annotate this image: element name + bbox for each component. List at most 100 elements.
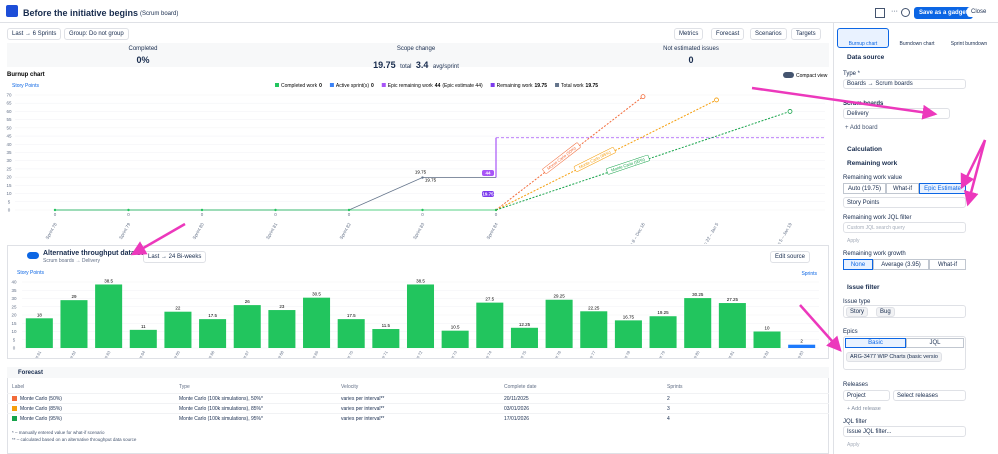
more-icon[interactable]: ··· [891, 8, 898, 15]
throughput-source: Scrum boards → Delivery [43, 258, 100, 264]
chip[interactable]: Bug [876, 307, 895, 317]
x-tick-label: Sprint 82 [339, 222, 353, 241]
board-type: (Scrum board) [140, 11, 179, 17]
tab-label[interactable]: Sprint burndown [950, 41, 988, 47]
forecast-menu[interactable]: Forecast [711, 28, 745, 40]
multiselect[interactable] [843, 305, 966, 318]
save-button[interactable]: Save as a gadget [914, 7, 973, 19]
cell: 03/01/2026 [504, 406, 530, 412]
legend-swatch [555, 83, 560, 87]
page-title: Before the initiative begins [23, 8, 139, 18]
toggle[interactable] [783, 72, 794, 78]
column-header: Complete date [504, 384, 537, 390]
cell: varies per interval** [341, 416, 385, 422]
field-label: Scrum boards [843, 101, 884, 107]
chip[interactable]: ARG-3477 WIP Charts (basic versio [846, 352, 942, 362]
option[interactable]: What-if [929, 259, 966, 270]
tab-label[interactable]: Burndown chart [899, 41, 935, 47]
section[interactable]: Remaining work [847, 160, 898, 167]
section[interactable]: Calculation [847, 146, 883, 153]
legend-name: Total work [561, 83, 584, 89]
bar [718, 303, 746, 348]
cell: Monte Carlo (100k simulations), 95%* [179, 416, 263, 422]
option[interactable]: What-if [886, 183, 919, 194]
y-tick-label: 0 [13, 346, 16, 351]
select[interactable]: Project [843, 390, 890, 401]
axis-label: Story Points [12, 83, 39, 89]
legend-value: 44 [435, 83, 441, 89]
cell: 20/11/2025 [504, 396, 529, 402]
divider [0, 22, 998, 23]
y-tick-label: 15 [11, 321, 17, 326]
option[interactable]: Basic [845, 338, 906, 348]
option[interactable]: None [843, 259, 873, 270]
data-label: 10.5 [451, 325, 460, 330]
x-tick-label: Dec 22 – Jan 5 [700, 222, 720, 244]
tab[interactable] [837, 28, 889, 48]
cell: Monte Carlo (85%) [20, 406, 62, 412]
edit-source[interactable]: Edit source [770, 251, 811, 263]
select[interactable]: Boards → Scrum boards [843, 79, 966, 89]
select[interactable]: Story Points [843, 197, 966, 208]
add-release[interactable]: + Add release [847, 406, 881, 412]
bar [25, 318, 53, 348]
option[interactable]: Epic Estimate [919, 183, 966, 194]
x-tick-label: Sprint 63 [99, 349, 112, 358]
section[interactable]: Data source [847, 54, 885, 61]
grid-icon[interactable] [875, 8, 885, 18]
x-tick-label: Sprint 78 [45, 222, 59, 241]
stat-value: 0% [136, 55, 150, 65]
unit: avg/sprint [432, 64, 459, 70]
chip[interactable]: Story [846, 307, 869, 317]
section[interactable]: Issue filter [847, 284, 880, 291]
close-button[interactable]: Close [967, 7, 991, 17]
range-select[interactable]: Last → 24 Bi-weeks [143, 251, 207, 263]
tab-label[interactable]: Burnup chart [848, 41, 878, 47]
data-label: 0 [495, 212, 498, 217]
select[interactable]: Delivery [843, 108, 950, 119]
legend-value: 19.75 [535, 83, 548, 89]
field-label: Remaining work JQL filter [843, 215, 912, 221]
range-select[interactable]: Last → 6 Sprints [7, 28, 62, 40]
metrics-menu[interactable]: Metrics [674, 28, 704, 40]
select[interactable]: Select releases [893, 390, 966, 401]
x-tick-label: Sprint 84 [486, 222, 500, 241]
input[interactable]: Issue JQL filter... [843, 426, 966, 437]
cell: Monte Carlo (50%) [20, 396, 62, 402]
apply[interactable]: Apply [847, 238, 860, 244]
help-icon[interactable] [901, 8, 910, 17]
cell: varies per interval** [341, 396, 385, 402]
swatch [12, 406, 17, 411]
x-tick-label: Sprint 68 [272, 349, 285, 358]
apply[interactable]: Apply [847, 442, 860, 448]
group-select[interactable]: Group: Do not group [64, 28, 129, 40]
x-tick-label: Sprint 82 [758, 349, 771, 358]
toggle[interactable] [27, 252, 39, 259]
legend-extra: (Epic estimate 44) [442, 83, 483, 89]
value: 19.75 [373, 60, 396, 70]
cell: Monte Carlo (100k simulations), 50%* [179, 396, 263, 402]
targets-menu[interactable]: Targets [791, 28, 821, 40]
input[interactable]: Custom JQL search query [843, 222, 966, 233]
y-tick-label: 55 [6, 117, 12, 122]
legend-value: 19.75 [586, 83, 599, 89]
scenarios-menu[interactable]: Scenarios [750, 28, 787, 40]
data-label: 30.5 [312, 292, 321, 297]
data-label: 27.25 [727, 297, 739, 302]
option[interactable]: JQL [906, 338, 964, 348]
cell: Monte Carlo (100k simulations), 85%* [179, 406, 263, 412]
bar [753, 331, 781, 348]
cell: 4 [667, 416, 670, 422]
option[interactable]: Auto (19.75) [843, 183, 886, 194]
add-board[interactable]: + Add board [845, 125, 878, 131]
x-tick-label: Sprint 80 [688, 349, 701, 358]
x-tick-label: Dec 8 – Dec 16 [626, 222, 646, 244]
data-label: 23 [279, 304, 285, 309]
option[interactable]: Average (3.95) [873, 259, 929, 270]
completed-point [127, 208, 130, 212]
x-tick-label: Sprint 65 [168, 349, 181, 358]
bar [476, 302, 504, 348]
legend-value: 0 [319, 83, 322, 89]
x-tick-label: Sprint 62 [65, 349, 78, 358]
stat-value: 0 [688, 55, 694, 65]
